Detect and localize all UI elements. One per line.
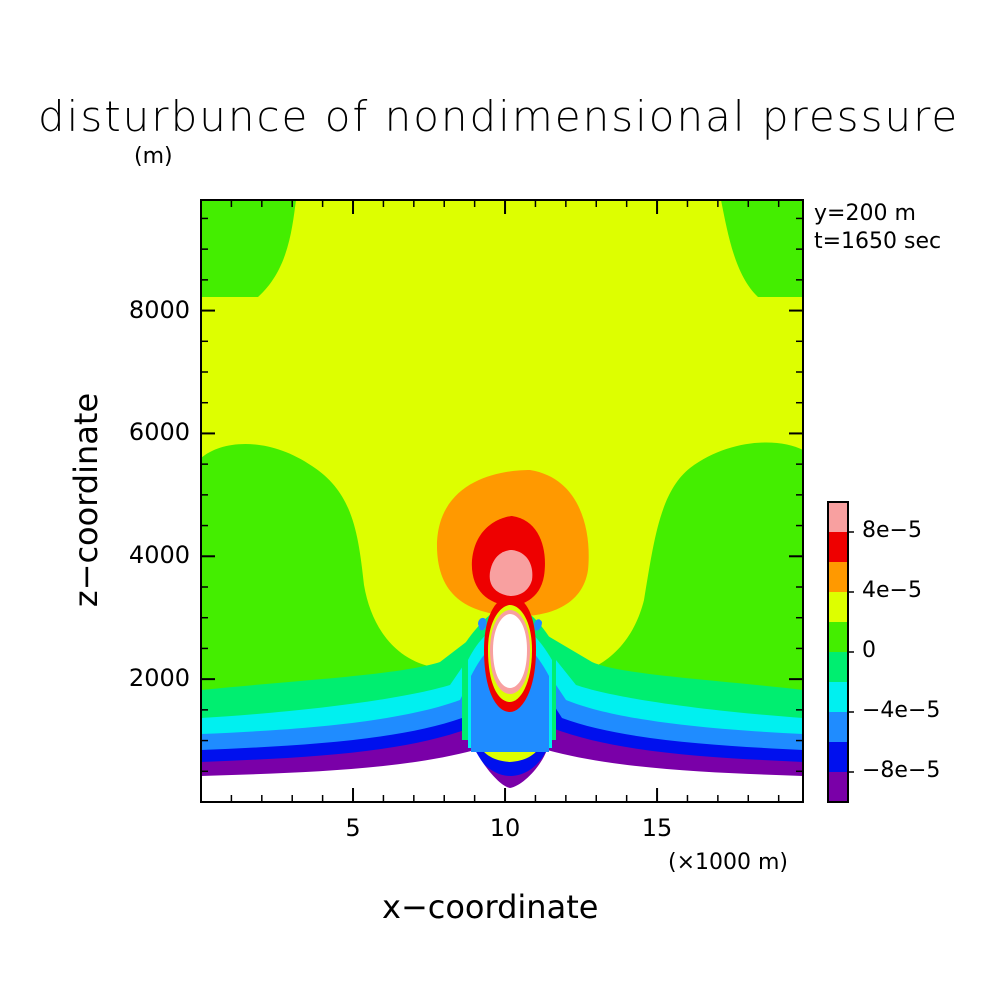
region-zero-topleft (201, 200, 296, 297)
colorbar-label: 0 (862, 638, 876, 663)
y-tick-label: 8000 (128, 295, 190, 324)
colorbar-swatch (828, 532, 848, 562)
colorbar-swatch (828, 772, 848, 802)
region-pos-strongest (489, 550, 533, 596)
region-zero-topright (721, 200, 803, 297)
x-tick-label: 15 (641, 814, 673, 842)
colorbar-swatch (828, 502, 848, 532)
colorbar-swatch (828, 592, 848, 622)
colorbar-swatch (828, 562, 848, 592)
region-bubble-center (493, 614, 527, 688)
y-tick-label: 6000 (128, 418, 190, 447)
annotation-t: t=1650 sec (814, 229, 942, 254)
z-unit-label: (m) (134, 144, 173, 169)
colorbar-swatch (828, 652, 848, 682)
x-unit-label: (×1000 m) (668, 850, 789, 875)
region-vortex-left (478, 617, 487, 631)
chart-title: disturbunce of nondimensional pressure (38, 92, 960, 141)
colorbar-swatch (828, 742, 848, 772)
region-vortex-right (534, 619, 542, 631)
y-tick-label: 4000 (128, 541, 190, 570)
region-below-ground (201, 750, 803, 802)
region-zero-left (201, 443, 474, 704)
colorbar-swatch (828, 682, 848, 712)
x-axis-label: x−coordinate (382, 888, 599, 926)
region-neg-strong-center (470, 700, 550, 790)
annotation-y: y=200 m (814, 201, 916, 226)
region-zero-right (548, 442, 803, 704)
colorbar-swatch (828, 622, 848, 652)
annotation-block: y=200 m t=1650 sec (814, 200, 941, 256)
x-tick-label: 10 (489, 814, 521, 842)
colorbar-label: −8e−5 (862, 758, 941, 783)
colorbar-swatch (828, 712, 848, 742)
colorbar-label: −4e−5 (862, 698, 941, 723)
colorbar-label: 4e−5 (862, 578, 922, 603)
plot-frame (200, 199, 804, 803)
colorbar-label: 8e−5 (862, 518, 922, 543)
y-tick-label: 2000 (128, 664, 190, 693)
x-tick-label: 5 (345, 814, 361, 842)
